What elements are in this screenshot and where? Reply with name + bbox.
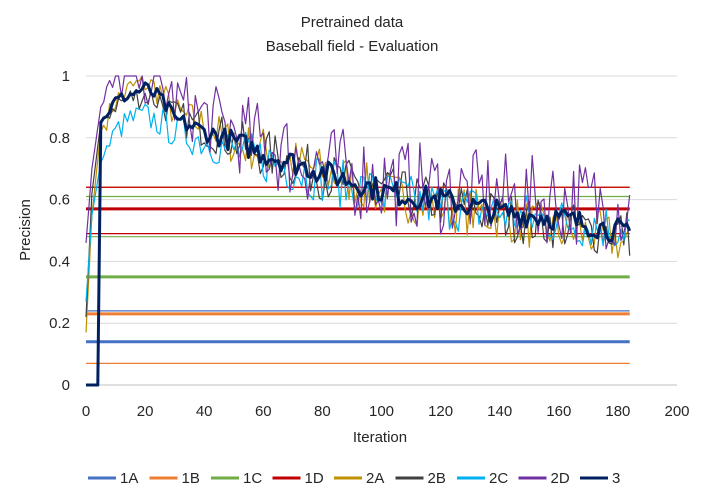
legend-label-3: 3: [612, 470, 620, 487]
series-line-3: [86, 81, 632, 387]
x-tick-label: 200: [664, 403, 689, 420]
legend: 1A 1B 1C 1D 2A 2B 2C 2D 3: [88, 470, 620, 487]
x-tick-label: 160: [546, 403, 571, 420]
y-axis-title: Precision: [17, 199, 34, 261]
x-tick-label: 180: [605, 403, 630, 420]
legend-label-1A: 1A: [120, 470, 138, 487]
x-tick-label: 120: [428, 403, 453, 420]
series-lines: [85, 75, 632, 387]
y-tick-label: 0.6: [49, 192, 70, 209]
baseline-lines: [86, 186, 630, 364]
x-axis-title: Iteration: [353, 429, 407, 446]
series-line-2B: [85, 88, 631, 318]
x-tick-label: 20: [137, 403, 154, 420]
series-line-2C: [85, 103, 630, 302]
legend-label-2A: 2A: [366, 470, 384, 487]
legend-label-2B: 2B: [428, 470, 446, 487]
chart-subtitle: Baseball field - Evaluation: [266, 38, 439, 55]
chart-title: Pretrained data: [301, 14, 404, 31]
legend-label-1C: 1C: [243, 470, 262, 487]
legend-label-1B: 1B: [182, 470, 200, 487]
y-tick-label: 0.8: [49, 130, 70, 147]
legend-label-2C: 2C: [489, 470, 508, 487]
y-tick-label: 0.2: [49, 315, 70, 332]
x-tick-label: 0: [82, 403, 90, 420]
x-tick-label: 100: [369, 403, 394, 420]
y-tick-label: 0: [62, 377, 70, 394]
legend-label-2D: 2D: [551, 470, 570, 487]
y-tick-labels: 0 0.2 0.4 0.6 0.8 1: [49, 68, 70, 394]
grid-lines: [86, 75, 677, 386]
x-tick-label: 60: [255, 403, 272, 420]
x-tick-label: 140: [487, 403, 512, 420]
y-tick-label: 0.4: [49, 253, 70, 270]
legend-label-1D: 1D: [305, 470, 324, 487]
x-tick-labels: 0 20 40 60 80 100 120 140 160 180 200: [82, 403, 690, 420]
x-tick-label: 80: [314, 403, 331, 420]
y-tick-label: 1: [62, 68, 70, 85]
x-tick-label: 40: [196, 403, 213, 420]
